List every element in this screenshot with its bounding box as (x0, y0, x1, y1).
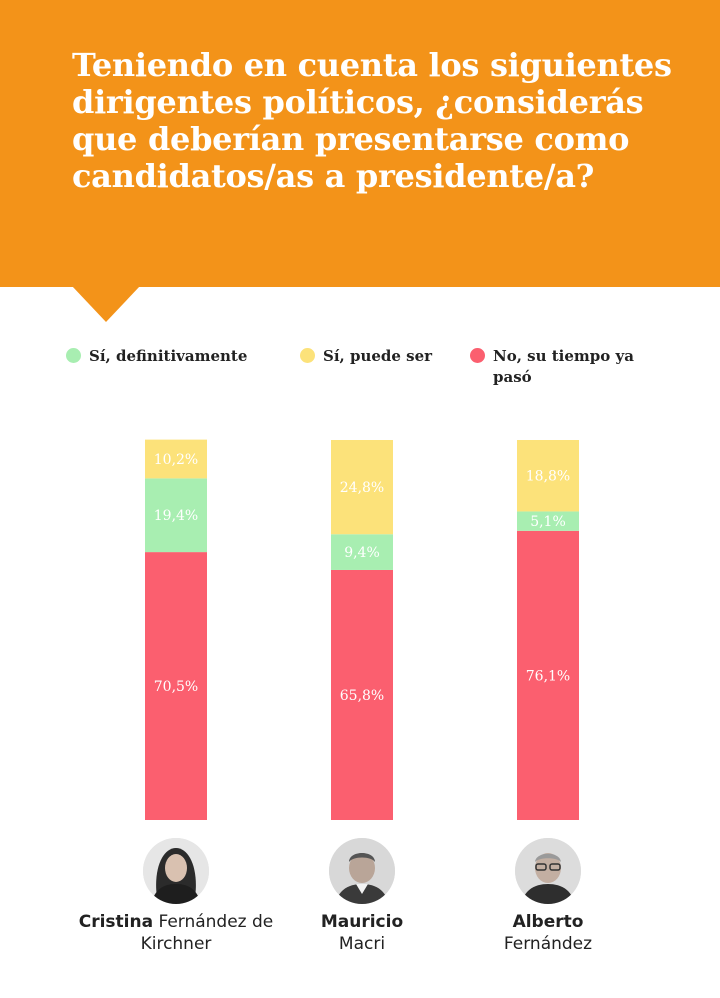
data-label-1-3: 10,2% (154, 452, 198, 468)
bar-segment-2-3 (331, 440, 393, 535)
legend-dot-green (66, 348, 81, 363)
legend-label: No, su tiempo ya pasó (493, 347, 634, 386)
candidate-rest-name: Macri (338, 934, 386, 954)
data-label-2-2: 9,4% (344, 545, 380, 561)
legend-item-no-su-tiempo: No, su tiempo ya pasó (470, 346, 650, 388)
avatar-alberto (515, 838, 581, 904)
candidate-first-name: Cristina (78, 912, 154, 932)
candidate-first-name: Mauricio (320, 912, 404, 932)
bar-segment-3-3 (517, 440, 579, 512)
header-pointer (72, 286, 140, 322)
data-label-1-1: 70,5% (154, 679, 198, 695)
bar-segment-3-1 (517, 530, 579, 820)
header-banner: Teniendo en cuenta los siguientes dirige… (0, 0, 720, 287)
legend-dot-yellow (300, 348, 315, 363)
candidate-name-alberto: Alberto Fernández (448, 911, 648, 955)
person-photo-icon (515, 838, 581, 904)
data-label-2-1: 65,8% (340, 688, 384, 704)
avatar-mauricio (329, 838, 395, 904)
person-photo-icon (329, 838, 395, 904)
data-label-3-2: 5,1% (530, 514, 566, 530)
bar-segment-1-2 (145, 478, 207, 553)
data-label-1-2: 19,4% (154, 508, 198, 524)
person-photo-icon (143, 838, 209, 904)
candidate-name-cristina: Cristina Fernández de Kirchner (76, 911, 276, 955)
chart-title: Teniendo en cuenta los siguientes dirige… (72, 46, 672, 195)
candidate-name-mauricio: Mauricio Macri (262, 911, 462, 955)
candidate-first-name: Alberto (512, 912, 584, 932)
legend-label: Sí, puede ser (323, 347, 433, 365)
legend-item-si-definitivamente: Sí, definitivamente (66, 346, 247, 367)
candidate-rest-name: Fernández de Kirchner (140, 912, 274, 954)
legend-dot-red (470, 348, 485, 363)
data-label-3-3: 18,8% (526, 469, 570, 485)
bar-segment-1-1 (145, 552, 207, 820)
legend-item-si-puede-ser: Sí, puede ser (300, 346, 432, 367)
data-label-3-1: 76,1% (526, 668, 570, 684)
bar-segment-1-3 (145, 439, 207, 479)
candidate-rest-name: Fernández (503, 934, 593, 954)
bar-segment-2-1 (331, 569, 393, 820)
data-label-2-3: 24,8% (340, 480, 384, 496)
bar-segment-2-2 (331, 534, 393, 570)
avatar-cristina (143, 838, 209, 904)
bar-segment-3-2 (517, 511, 579, 531)
legend-label: Sí, definitivamente (89, 347, 248, 365)
